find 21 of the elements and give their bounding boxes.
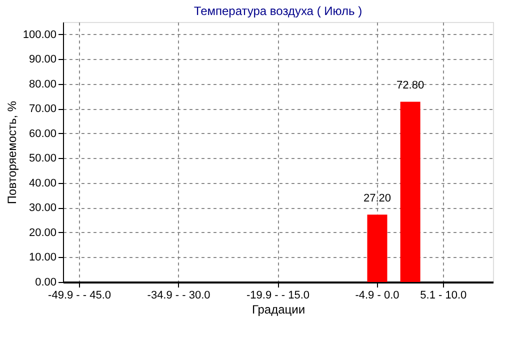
x-tick-label: -4.9 - 0.0 — [355, 290, 400, 302]
y-tick-label: 0.00 — [35, 276, 56, 288]
y-tick-label: 60.00 — [28, 128, 56, 140]
y-tick-label: 20.00 — [28, 226, 56, 239]
y-tick-label: 100.00 — [22, 28, 56, 41]
y-tick-label: 80.00 — [28, 78, 56, 90]
data-label: 72.80 — [396, 80, 424, 92]
y-tick-label: 40.00 — [28, 177, 56, 190]
y-tick-label: 50.00 — [28, 152, 56, 165]
y-tick-label: 90.00 — [28, 54, 56, 66]
y-tick-label: 10.00 — [28, 252, 56, 264]
y-axis-title: Повторяемость, % — [4, 100, 19, 204]
y-tick-label: 70.00 — [28, 103, 56, 116]
x-tick-label: -19.9 - - 15.0 — [246, 290, 310, 302]
x-tick-label: -34.9 - - 30.0 — [147, 290, 210, 302]
chart-title: Температура воздуха ( Июль ) — [194, 4, 362, 18]
x-axis-title: Градации — [252, 302, 306, 316]
data-label: 27.20 — [363, 192, 391, 205]
x-tick-label: 5.1 - 10.0 — [420, 290, 467, 302]
y-tick-label: 30.00 — [28, 202, 56, 214]
x-tick-label: -49.9 - - 45.0 — [48, 290, 112, 302]
